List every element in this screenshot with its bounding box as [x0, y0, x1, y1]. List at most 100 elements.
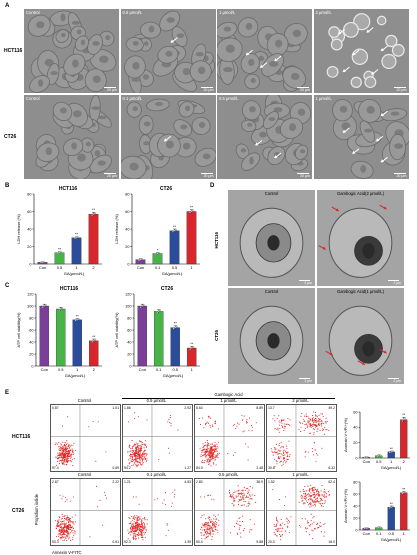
micrograph-texture: [313, 94, 409, 179]
flow-x-axis-label: Annexin V-FITC: [52, 550, 82, 555]
y-tick-label: 100: [125, 304, 131, 308]
y-tick-label: 40: [125, 227, 129, 231]
significance-mark: **: [402, 486, 406, 491]
y-tick-label: 60: [27, 210, 31, 214]
flow-plot-title: 0.1 μmol/L: [146, 472, 167, 477]
panel-label-d: D: [210, 183, 215, 189]
treatment-group-title: Gambogic Acid: [214, 392, 243, 397]
flow-plot-title: 1 μmol/L: [220, 398, 237, 403]
x-axis-label: GA(μmol/L): [163, 373, 184, 378]
micrograph: 0.5 μmol/L 20 μm: [217, 94, 312, 179]
y-tick-label: 20: [353, 441, 357, 445]
y-tick-label: 40: [353, 426, 357, 430]
scale-bar: [200, 172, 213, 174]
quadrant-value: 49.2: [328, 406, 335, 410]
quadrant-value: 13.7: [268, 406, 275, 410]
quadrant-value: 84.0: [196, 466, 203, 470]
y-axis-label: Annexin V+/PI+(%): [343, 488, 348, 523]
flow-plot-title: 1 μmol/L: [292, 472, 309, 477]
flow-plot-title: Control: [77, 398, 92, 403]
y-tick-label: 80: [125, 192, 129, 196]
bar: [54, 252, 65, 265]
x-axis-label: GA(μmol/L): [64, 271, 85, 276]
flow-cell-label: HCT116: [12, 434, 31, 440]
x-tick-label: 0.5: [388, 531, 394, 536]
flow-plot: 1.86 2.92 94.2 1.27: [122, 404, 193, 472]
micrograph-label: 0.5 μmol/L: [122, 10, 143, 15]
ldh-chart-hct116: HCT116 0 20 40 60 80 LDH release (%) Con ** 0.5 **…: [16, 186, 102, 276]
bar: [71, 237, 82, 265]
quadrant-value: 93.3: [52, 540, 59, 544]
bar: [154, 311, 164, 367]
y-tick-label: 20: [127, 352, 131, 356]
quadrant-value: 1.52: [268, 480, 275, 484]
scale-bar: [200, 87, 213, 88]
panel-label-c: C: [5, 283, 10, 289]
tem-texture: [228, 190, 315, 286]
atp-chart-hct116: HCT116 0 20 40 60 80 100 120 ATP cell viability(…: [16, 286, 102, 378]
micrograph-label: 1 μmol/L: [219, 10, 236, 15]
scale-bar-label: 2 μm: [304, 379, 312, 383]
quadrant-value: 50.4: [196, 540, 203, 544]
significance-mark: **: [402, 412, 406, 417]
y-axis-label: LDH release (%): [114, 214, 119, 244]
scale-bar: [104, 87, 116, 88]
bar: [400, 492, 408, 531]
micrograph-texture: [217, 94, 312, 179]
x-tick-label: Con: [137, 265, 144, 270]
bar: [186, 211, 197, 265]
y-tick-label: 0: [31, 364, 33, 368]
quadrant-value: 6.32: [328, 466, 335, 470]
tem-title: Gambogic Acid(2 μmol/L): [336, 191, 385, 196]
x-tick-label: 2: [403, 459, 406, 464]
tem-image: Gambogic Acid(2 μmol/L) 2 μm: [317, 190, 404, 286]
quadrant-value: 8.64: [196, 406, 203, 410]
y-axis-label: LDH release (%): [16, 214, 21, 244]
tem-texture: [317, 190, 404, 286]
quadrant-value: 1.39: [184, 540, 191, 544]
quadrant-value: 62.4: [328, 480, 335, 484]
x-tick-label: 0.1: [155, 265, 161, 270]
flow-scatter: [267, 479, 336, 545]
micrograph-label: 0.5 μmol/L: [219, 95, 239, 101]
y-tick-label: 60: [125, 210, 129, 214]
x-axis-label: GA(μmol/L): [65, 373, 86, 378]
tem-title: Control: [264, 289, 279, 294]
tem-title: Gambogic Acid(1 μmol/L): [336, 289, 385, 294]
flow-plot-title: 0.5 μmol/L: [218, 472, 239, 477]
bar: [137, 305, 147, 367]
scale-bar-label: 20 μm: [396, 88, 407, 92]
quadrant-value: 0.87: [52, 406, 59, 410]
panel-label-a: A: [5, 3, 10, 9]
scale-bar-label: 20 μm: [299, 88, 310, 92]
micrograph-texture: [120, 9, 216, 93]
quadrant-value: 94.2: [124, 466, 131, 470]
significance-mark: **: [390, 501, 394, 506]
micrograph: 1 μmol/L 20 μm: [313, 94, 409, 179]
y-tick-label: 100: [27, 304, 33, 308]
scale-bar: [297, 87, 309, 88]
annexin-chart-ct26: 0 20 40 60 80 Annexin V+/PI+(%) Con 0.1 ** 0.5 ** 1…: [343, 480, 410, 542]
micrograph-label: Control: [26, 10, 40, 15]
bar: [187, 347, 197, 367]
y-tick-label: 60: [353, 410, 357, 414]
x-tick-label: 0.5: [172, 367, 178, 372]
bar: [387, 451, 395, 459]
micrograph: 0.5 μmol/L 20 μm: [120, 9, 216, 93]
y-axis-label: Annexin V+/PI+(%): [343, 417, 348, 452]
significance-mark: **: [190, 341, 194, 346]
flow-plot-title: Control: [77, 472, 92, 477]
micrograph: Control 20 μm: [24, 9, 119, 93]
flow-plot: 13.7 49.2 30.8 6.32: [266, 404, 337, 472]
x-tick-label: 1: [191, 367, 194, 372]
x-axis-label: GA(μmol/L): [381, 465, 402, 470]
scale-bar-label: 2 μm: [393, 281, 401, 285]
y-tick-label: 40: [27, 227, 31, 231]
significance-mark: **: [390, 446, 394, 451]
quadrant-value: 1.86: [124, 406, 131, 410]
tem-image: Control 2 μm: [228, 190, 315, 286]
bar: [169, 230, 180, 265]
scale-bar-label: 20 μm: [396, 173, 407, 178]
y-tick-label: 80: [353, 480, 357, 484]
x-tick-label: 0.5: [376, 459, 382, 464]
